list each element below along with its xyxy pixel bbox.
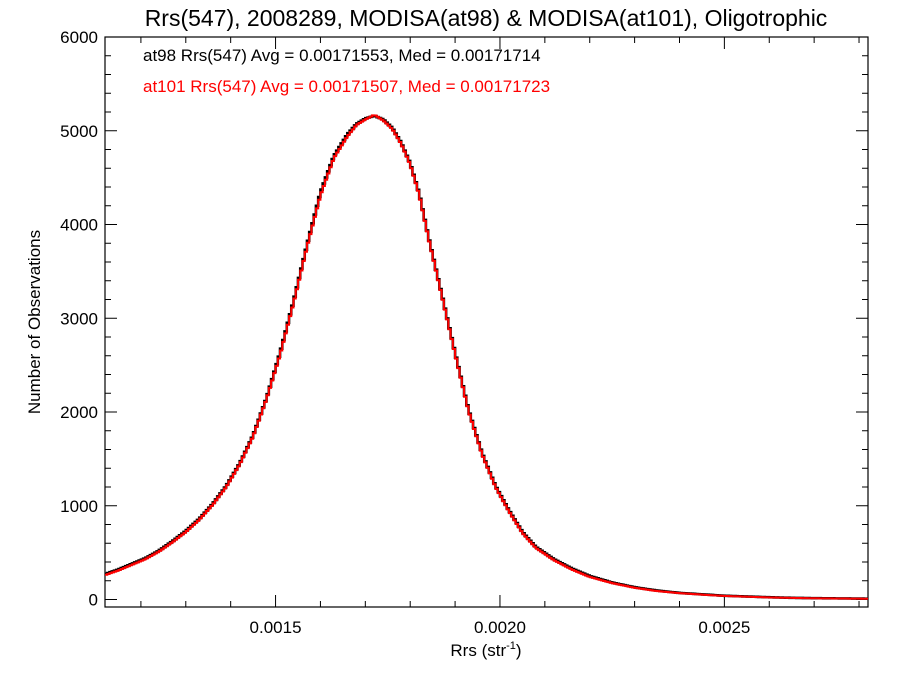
series-group xyxy=(105,114,868,600)
y-tick-label: 5000 xyxy=(60,122,98,141)
x-axis-label-superscript: -1 xyxy=(506,640,516,652)
y-tick-label: 3000 xyxy=(60,309,98,328)
legend-entry-at98: at98 Rrs(547) Avg = 0.00171553, Med = 0.… xyxy=(143,46,541,65)
y-axis: 0 1000 2000 3000 4000 5000 6000 xyxy=(60,28,868,610)
x-axis-label-main: Rrs (str xyxy=(450,641,506,660)
y-tick-label: 0 xyxy=(89,591,98,610)
x-axis: 0.0015 0.0020 0.0025 xyxy=(140,37,860,637)
series-line-at101 xyxy=(105,114,868,600)
series-line-at98 xyxy=(105,114,868,600)
legend-entry-at101: at101 Rrs(547) Avg = 0.00171507, Med = 0… xyxy=(143,77,550,96)
y-tick-label: 1000 xyxy=(60,497,98,516)
x-tick-label: 0.0015 xyxy=(250,618,302,637)
x-axis-label-close: ) xyxy=(516,641,522,660)
x-tick-label: 0.0020 xyxy=(474,618,526,637)
y-tick-label: 4000 xyxy=(60,216,98,235)
y-tick-label: 2000 xyxy=(60,403,98,422)
x-tick-label: 0.0025 xyxy=(698,618,750,637)
plot-frame xyxy=(104,36,869,608)
y-axis-label: Number of Observations xyxy=(25,230,44,414)
chart-title: Rrs(547), 2008289, MODISA(at98) & MODISA… xyxy=(145,5,828,31)
x-axis-label: Rrs (str-1) xyxy=(450,640,521,660)
y-tick-label: 6000 xyxy=(60,28,98,47)
